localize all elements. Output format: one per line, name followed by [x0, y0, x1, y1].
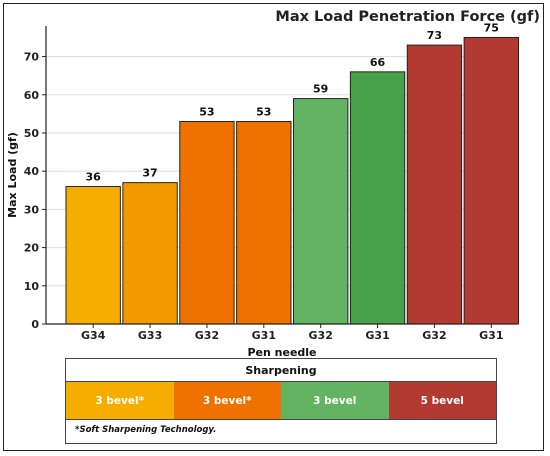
y-tick-label: 50 — [24, 127, 40, 140]
x-tick-label: G34 — [81, 329, 106, 342]
bar-value-label: 59 — [313, 83, 328, 96]
x-tick-label: G33 — [138, 329, 162, 342]
x-tick-label: G32 — [422, 329, 446, 342]
y-tick-labels: 0 10 20 30 40 50 60 70 — [24, 51, 46, 331]
bar-g32 — [406, 44, 463, 325]
bar-value-label: 73 — [427, 29, 442, 42]
bars — [65, 36, 519, 325]
x-tick-labels: G34 G33 G32 G31 G32 G31 G32 G31 — [81, 324, 503, 342]
y-tick-label: 20 — [24, 242, 40, 255]
y-axis-title: Max Load (gf) — [6, 132, 19, 218]
x-tick-label: G32 — [309, 329, 333, 342]
legend-cell-3-bevel-green: 3 bevel — [281, 382, 389, 419]
y-tick-label: 10 — [24, 280, 40, 293]
bar-value-label: 37 — [142, 167, 157, 180]
bar-value-label: 36 — [86, 170, 102, 183]
x-axis-title: Pen needle — [247, 346, 316, 359]
data-labels: 36 37 53 53 59 66 73 75 — [86, 21, 499, 183]
bar-value-label: 75 — [484, 21, 499, 34]
y-tick-label: 60 — [24, 89, 40, 102]
x-tick-label: G31 — [252, 329, 276, 342]
bar-value-label: 53 — [199, 106, 214, 119]
legend-cell-3-bevel-soft-orange: 3 bevel* — [173, 382, 281, 419]
bar-value-label: 53 — [256, 106, 271, 119]
y-tick-label: 30 — [24, 203, 40, 216]
chart-title: Max Load Penetration Force (gf) — [275, 9, 540, 25]
bar-value-label: 66 — [370, 56, 386, 69]
y-tick-label: 70 — [24, 51, 40, 64]
y-tick-label: 0 — [31, 318, 39, 331]
bar-g33 — [122, 182, 178, 325]
legend-footnote: *Soft Sharpening Technology. — [75, 425, 217, 435]
x-tick-label: G31 — [479, 329, 503, 342]
bar-g32 — [293, 98, 349, 325]
y-tick-label: 40 — [24, 165, 40, 178]
x-tick-label: G31 — [365, 329, 389, 342]
legend-row: 3 bevel* 3 bevel* 3 bevel 5 bevel — [66, 382, 496, 420]
bar-g31 — [463, 36, 519, 325]
x-tick-label: G32 — [195, 329, 219, 342]
legend-title: Sharpening — [66, 359, 496, 382]
bar-g31 — [349, 71, 406, 325]
bar-g31 — [236, 121, 292, 325]
legend-cell-3-bevel-soft-yellow: 3 bevel* — [66, 382, 174, 419]
axes — [45, 26, 517, 325]
sharpening-legend-table: Sharpening 3 bevel* 3 bevel* 3 bevel 5 b… — [65, 358, 497, 444]
figure-frame — [3, 3, 544, 451]
bar-g32 — [179, 121, 235, 325]
legend-cell-5-bevel-red: 5 bevel — [388, 382, 496, 419]
bar-g34 — [65, 185, 121, 325]
